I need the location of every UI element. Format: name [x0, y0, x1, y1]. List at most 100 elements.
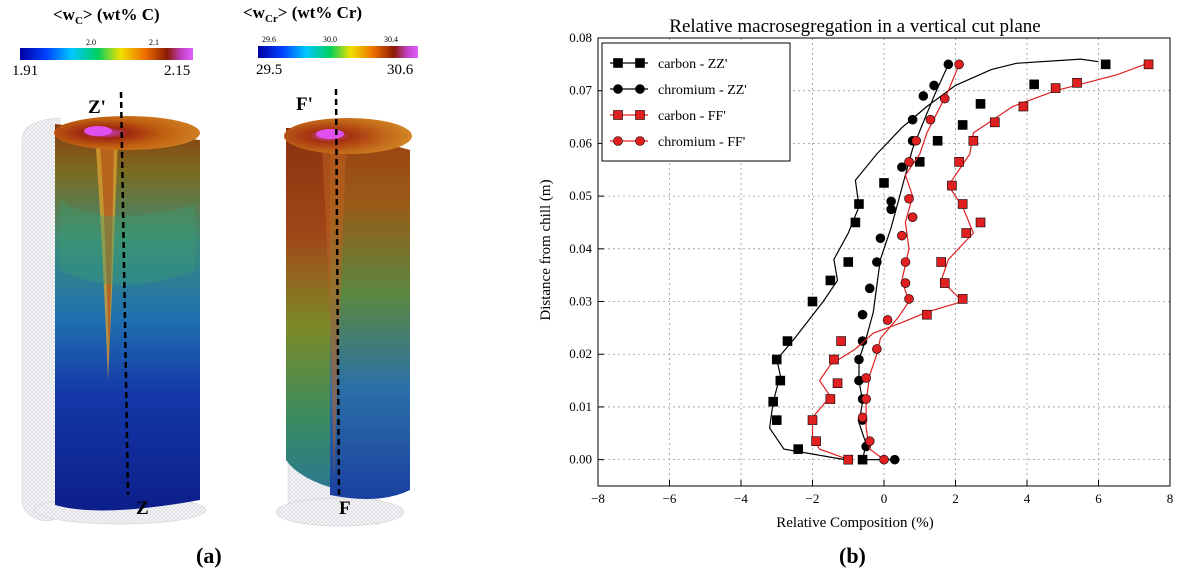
data-point: [850, 217, 861, 228]
y-tick-label: 0.06: [569, 135, 592, 150]
data-point: [954, 157, 964, 167]
data-point: [775, 375, 786, 386]
data-point: [914, 157, 925, 167]
carbon-colorbar: <wC> (wt% C) 2.0 2.1 1.91 2.15: [12, 5, 193, 79]
chart-title: Relative macrosegregation in a vertical …: [669, 16, 1040, 37]
legend-entry-label: chromium - ZZ': [658, 83, 747, 98]
data-point: [936, 257, 947, 267]
carbon-cut-bottom-label: Z: [136, 498, 149, 519]
y-tick-label: 0.04: [569, 241, 592, 256]
legend-marker: [635, 84, 645, 94]
carbon-cylinder: Z' Z: [21, 91, 207, 525]
data-point: [843, 257, 854, 267]
data-point: [897, 230, 907, 241]
carbon-colorbar-title: <wC> (wt% C): [53, 5, 160, 27]
data-point: [943, 59, 954, 70]
data-point: [1143, 59, 1154, 70]
chromium-colorbar-gradient: [258, 46, 418, 58]
data-point: [836, 336, 846, 346]
data-point: [861, 373, 871, 383]
data-point: [939, 278, 950, 288]
data-point: [807, 296, 818, 307]
data-point: [957, 294, 968, 304]
y-tick-label: 0.08: [569, 30, 592, 45]
panel-b-chart: −8 −6 −4 −2 0 2 4 6 8 0.00 0.01 0.02 0.03 0.04 0.05 0.0…: [510, 0, 1178, 577]
chromium-colorbar-tick: 29.6: [262, 35, 276, 44]
legend-marker: [613, 58, 623, 68]
data-point: [807, 415, 818, 425]
data-point: [957, 120, 968, 130]
x-axis-label: Relative Composition (%): [776, 515, 933, 531]
chromium-cut-bottom-label: F: [339, 498, 351, 519]
data-point: [929, 80, 939, 91]
chromium-cut-top-label: F': [296, 94, 313, 115]
data-point: [872, 344, 882, 354]
carbon-colorbar-max: 2.15: [164, 63, 190, 79]
carbon-colorbar-min: 1.91: [12, 63, 38, 79]
carbon-cut-top-label: Z': [88, 97, 106, 118]
legend-marker: [635, 58, 645, 68]
y-axis-label: Distance from chill (m): [538, 179, 554, 320]
data-point: [904, 157, 914, 167]
y-tick-label: 0.00: [569, 452, 592, 467]
data-point: [1100, 59, 1111, 70]
data-point: [907, 212, 918, 222]
data-point: [1029, 79, 1039, 90]
data-point: [968, 135, 979, 146]
data-point: [771, 415, 782, 425]
legend-marker: [635, 136, 645, 146]
data-point: [879, 178, 889, 188]
data-point: [861, 394, 871, 404]
data-point: [1018, 101, 1029, 112]
data-point: [1072, 78, 1082, 88]
data-point: [843, 454, 854, 465]
x-tick-label: 4: [1024, 491, 1031, 506]
x-tick-label: −2: [806, 491, 820, 506]
data-point: [904, 193, 914, 204]
legend-marker: [635, 110, 645, 120]
data-point: [854, 199, 864, 209]
data-point: [782, 336, 793, 346]
data-point: [864, 283, 875, 294]
data-point: [889, 454, 900, 465]
data-point: [975, 99, 986, 109]
data-point: [961, 228, 972, 238]
y-tick-label: 0.02: [569, 346, 592, 361]
data-point: [857, 309, 868, 320]
data-point: [793, 444, 804, 454]
data-point: [911, 135, 921, 146]
data-point: [771, 354, 782, 365]
data-point: [832, 378, 843, 389]
data-point: [886, 196, 896, 207]
data-point: [768, 396, 778, 407]
legend-marker: [613, 84, 623, 94]
data-point: [825, 394, 836, 404]
data-point: [811, 436, 821, 447]
series-line: [768, 58, 1099, 461]
x-tick-label: 8: [1167, 491, 1174, 506]
data-point: [1050, 83, 1061, 93]
chromium-colorbar: <wCr> (wt% Cr) 29.6 30.0 30.4 29.5 30.6: [243, 3, 418, 78]
y-tick-label: 0.03: [569, 294, 592, 309]
carbon-colorbar-gradient: [20, 48, 193, 60]
chromium-colorbar-title: <wCr> (wt% Cr): [243, 3, 362, 25]
x-tick-label: −8: [591, 491, 605, 506]
chromium-cut-line: [334, 88, 341, 496]
legend-entry-label: chromium - FF': [658, 135, 745, 150]
data-point: [939, 93, 950, 104]
data-point: [897, 162, 907, 172]
data-point: [904, 294, 914, 304]
carbon-cut-line: [119, 91, 130, 496]
data-point: [900, 278, 911, 288]
panel-a-label: (a): [196, 543, 222, 568]
carbon-colorbar-tick: 2.0: [86, 38, 96, 47]
chromium-cylinder: F' F: [275, 88, 412, 527]
data-point: [872, 257, 882, 267]
data-point: [879, 454, 889, 465]
macrosegregation-chart: −8 −6 −4 −2 0 2 4 6 8 0.00 0.01 0.02 0.03 0.04 0.05 0.0…: [538, 16, 1174, 531]
legend: carbon - ZZ' chromium - ZZ' carbon - FF' ch…: [601, 42, 791, 162]
data-point: [957, 199, 968, 209]
series-2: [807, 59, 1154, 465]
data-point: [864, 436, 875, 447]
chromium-colorbar-min: 29.5: [256, 62, 282, 78]
